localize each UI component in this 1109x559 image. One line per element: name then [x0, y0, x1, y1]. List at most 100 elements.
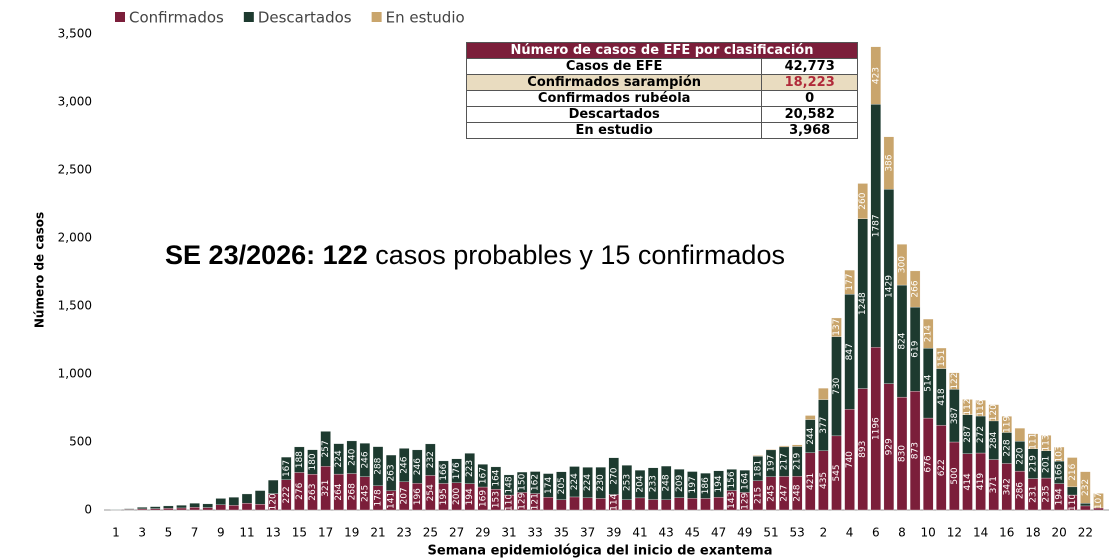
bar-segment	[595, 498, 606, 511]
bar-segment	[674, 469, 685, 498]
bar-segment	[530, 471, 541, 494]
legend-label: Descartados	[258, 9, 352, 27]
bar-segment	[346, 440, 357, 474]
y-tick-label: 2,500	[58, 163, 92, 177]
bar-segment	[163, 505, 174, 509]
bar-segment	[647, 499, 659, 511]
value-label: 676	[924, 455, 934, 472]
bar-segment	[556, 471, 567, 500]
value-label: 224	[334, 450, 344, 467]
value-label: 141	[387, 492, 397, 509]
x-tick-label: 16	[999, 526, 1014, 540]
x-tick-label: 20	[1052, 526, 1067, 540]
value-label: 260	[858, 192, 868, 209]
bar-segment	[503, 474, 515, 496]
bar-segment	[713, 497, 724, 511]
summary-table: Número de casos de EFE por clasificación…	[465, 42, 858, 139]
bar-segment	[608, 457, 619, 495]
x-tick-label: 17	[318, 526, 333, 540]
value-label: 435	[819, 472, 829, 489]
bar-segment	[294, 446, 305, 473]
x-tick-label: 3	[138, 526, 146, 540]
value-label: 194	[1055, 488, 1065, 505]
value-label: 111	[1029, 433, 1039, 450]
bar-segment	[844, 269, 855, 295]
bar-segment	[215, 504, 226, 511]
bar-segment	[464, 453, 475, 484]
value-label: 162	[531, 474, 541, 491]
value-label: 164	[740, 472, 750, 489]
value-label: 148	[505, 476, 515, 493]
value-label: 246	[413, 458, 423, 475]
value-label: 257	[321, 440, 331, 457]
x-tick-label: 12	[947, 526, 962, 540]
value-label: 166	[1055, 463, 1065, 480]
bar-segment	[189, 507, 200, 511]
x-tick-label: 37	[580, 526, 595, 540]
x-tick-label: 11	[239, 526, 254, 540]
value-label: 129	[740, 492, 750, 509]
value-label: 1787	[871, 214, 881, 237]
value-label: 824	[898, 332, 908, 349]
value-label: 1196	[871, 417, 881, 440]
value-label: 195	[439, 488, 449, 505]
x-tick-label: 10	[921, 526, 936, 540]
value-label: 253	[622, 474, 632, 491]
value-label: 342	[1002, 478, 1012, 495]
x-tick-label: 2	[820, 526, 828, 540]
bar-segment	[778, 445, 790, 448]
value-label: 176	[452, 462, 462, 479]
value-label: 197	[688, 476, 698, 493]
value-label: 545	[832, 464, 842, 481]
value-label: 209	[675, 475, 685, 492]
table-label: Descartados	[465, 106, 763, 123]
x-tick-label: 15	[292, 526, 307, 540]
bar-segment	[137, 508, 148, 511]
legend-swatch	[243, 12, 254, 22]
bar-segment	[647, 467, 659, 500]
value-label: 180	[308, 453, 318, 470]
bar-segment	[1080, 471, 1091, 504]
value-label: 194	[465, 488, 475, 505]
bar-segment	[962, 399, 973, 415]
value-label: 247	[780, 485, 790, 502]
legend-label: En estudio	[386, 9, 465, 27]
bar-segment	[1067, 486, 1078, 496]
value-label: 377	[819, 417, 829, 434]
bar-segment	[241, 493, 253, 504]
bar-segment	[215, 498, 226, 505]
bar-segment	[241, 503, 253, 511]
value-label: 414	[963, 473, 973, 490]
x-tick-label: 33	[528, 526, 543, 540]
table-value: 18,223	[761, 74, 858, 91]
y-tick-label: 1,500	[58, 299, 92, 313]
value-label: 245	[360, 485, 370, 502]
x-tick-label: 49	[737, 526, 752, 540]
x-tick-label: 6	[872, 526, 880, 540]
bar-segment	[438, 460, 449, 484]
bar-segment	[831, 317, 842, 337]
value-label: 245	[767, 485, 777, 502]
bar-segment	[281, 456, 292, 480]
bar-segment	[870, 46, 881, 105]
value-label: 186	[701, 477, 711, 494]
bar-segment	[412, 449, 423, 484]
bar-segment	[700, 472, 711, 499]
bar-segment	[451, 458, 462, 483]
value-label: 166	[439, 463, 449, 480]
value-label: 167	[282, 460, 292, 477]
x-tick-label: 29	[475, 526, 490, 540]
value-label: 129	[518, 492, 528, 509]
bar-segment	[477, 464, 488, 488]
bar-segment	[176, 507, 187, 511]
value-label: 264	[334, 483, 344, 500]
bar-segment	[713, 470, 724, 498]
table-label: Confirmados sarampión	[465, 74, 763, 91]
value-label: 110	[505, 494, 515, 511]
legend-swatch	[371, 12, 382, 22]
value-label: 321	[321, 480, 331, 497]
bar-segment	[949, 372, 960, 390]
bar-segment	[687, 471, 698, 499]
value-label: 230	[596, 474, 606, 491]
bar-segment	[359, 443, 371, 477]
